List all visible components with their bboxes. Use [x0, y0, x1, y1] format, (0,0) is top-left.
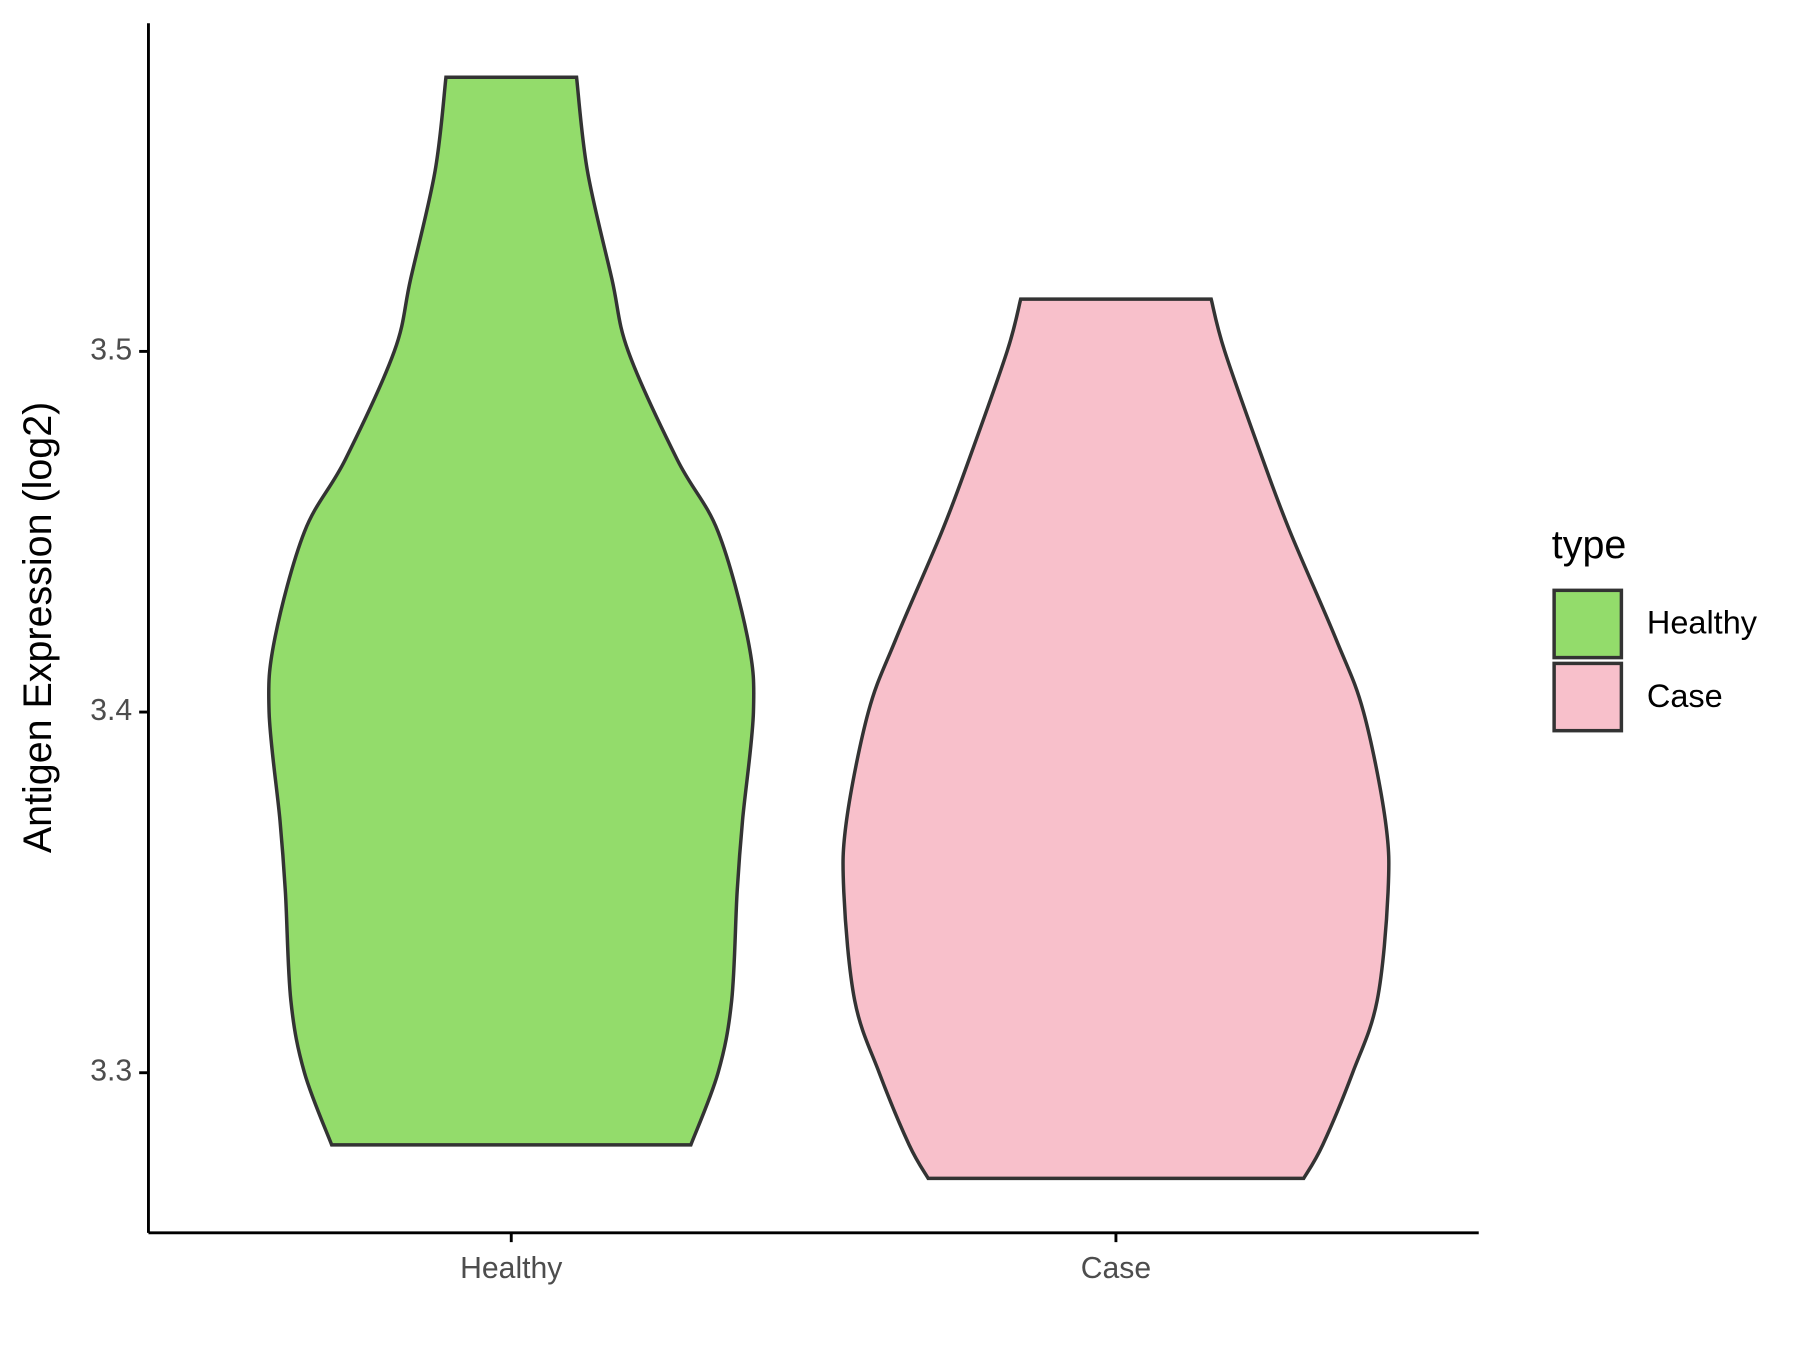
legend-key — [1552, 661, 1624, 733]
violin — [841, 297, 1391, 1181]
legend-label: Case — [1647, 678, 1723, 714]
legend-key — [1552, 588, 1624, 660]
y-tick-label: 3.4 — [90, 694, 132, 727]
x-tick-label: Healthy — [460, 1252, 563, 1285]
x-tick-label: Case — [1081, 1252, 1151, 1285]
violin — [266, 75, 756, 1147]
y-axis-label: Antigen Expression (log2) — [16, 402, 60, 853]
y-tick-label: 3.5 — [90, 333, 132, 366]
y-tick-label: 3.3 — [90, 1055, 132, 1088]
legend-label: Healthy — [1647, 605, 1758, 641]
legend-title: type — [1552, 523, 1627, 567]
